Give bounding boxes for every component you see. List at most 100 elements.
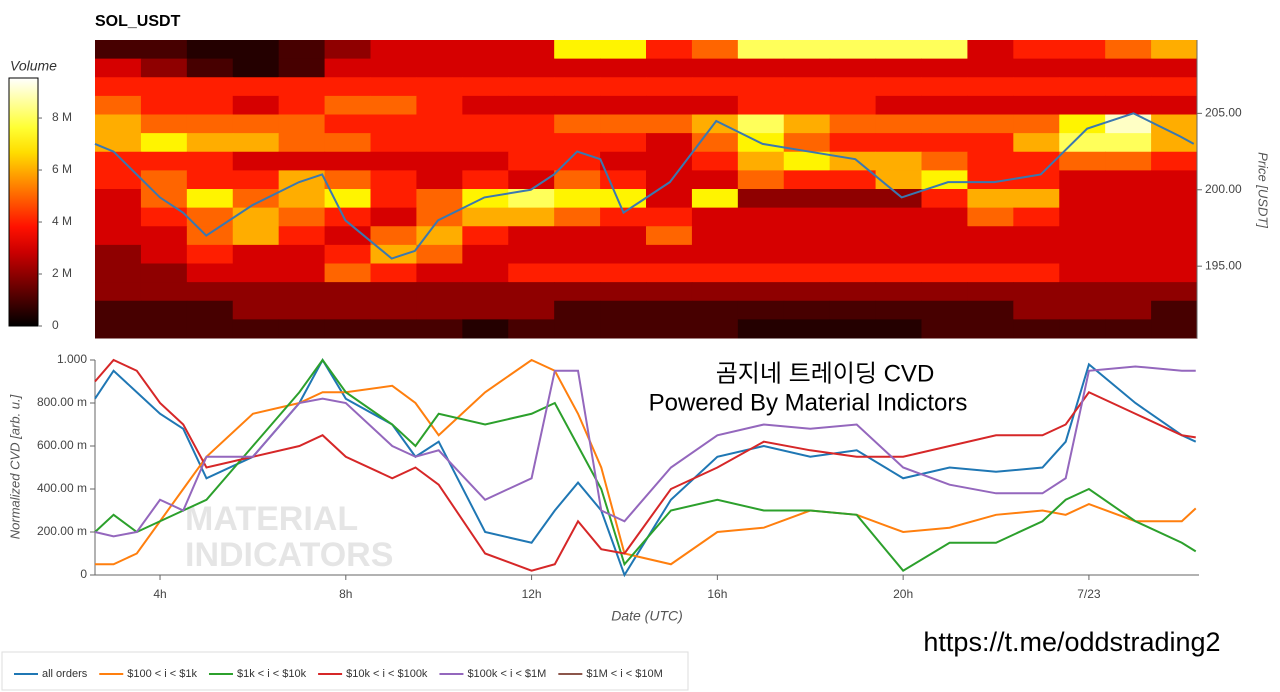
heatmap-cell — [278, 244, 326, 264]
heatmap-cell — [1059, 189, 1106, 209]
heatmap-cell — [370, 282, 417, 302]
heatmap-cell — [508, 40, 555, 60]
heatmap-cell — [95, 207, 142, 227]
heatmap-cell — [1059, 40, 1106, 60]
heatmap-cell — [1059, 77, 1106, 97]
heatmap-cell — [278, 151, 326, 171]
heatmap-cell — [186, 244, 234, 264]
heatmap-cell — [921, 207, 968, 227]
heatmap-cell — [462, 263, 509, 283]
heatmap-cell — [783, 226, 831, 246]
heatmap-cell — [278, 170, 326, 190]
heatmap-cell — [95, 95, 142, 115]
heatmap-cell — [140, 133, 188, 153]
heatmap-cell — [462, 40, 509, 60]
heatmap-cell — [1059, 207, 1106, 227]
heatmap-cell — [508, 189, 555, 209]
heatmap-cell — [95, 58, 142, 78]
heatmap-cell — [1059, 95, 1106, 115]
heatmap-cell — [829, 40, 877, 60]
heatmap-cell — [967, 244, 1014, 264]
heatmap-cell — [783, 282, 831, 302]
heatmap-cell — [370, 319, 417, 339]
heatmap-cell — [324, 282, 371, 302]
x-tick-label: 16h — [707, 587, 727, 601]
heatmap-cell — [921, 151, 968, 171]
heatmap-cell — [186, 207, 234, 227]
heatmap-cell — [186, 58, 234, 78]
heatmap-cell — [1105, 207, 1152, 227]
x-axis-label: Date (UTC) — [611, 608, 683, 624]
y-tick-label: 600.00 m — [37, 438, 87, 452]
heatmap-cell — [232, 170, 280, 190]
heatmap-cell — [140, 58, 188, 78]
heatmap-cell — [1105, 300, 1152, 320]
heatmap-cell — [1105, 40, 1152, 60]
heatmap-cell — [140, 263, 188, 283]
heatmap-cell — [829, 282, 877, 302]
heatmap-cell — [600, 114, 647, 134]
heatmap-cell — [324, 133, 371, 153]
heatmap-cell — [370, 77, 417, 97]
heatmap-cell — [416, 58, 463, 78]
heatmap-cell — [324, 40, 371, 60]
heatmap-cell — [921, 263, 968, 283]
heatmap-cell — [232, 207, 280, 227]
heatmap-cell — [140, 244, 188, 264]
heatmap-cell — [1013, 282, 1060, 302]
chart-title: SOL_USDT — [95, 13, 181, 30]
heatmap-cell — [1059, 244, 1106, 264]
heatmap-cell — [1105, 77, 1152, 97]
heatmap-cell — [95, 319, 142, 339]
heatmap-cell — [737, 207, 785, 227]
heatmap-cell — [829, 207, 877, 227]
heatmap-cell — [232, 151, 280, 171]
heatmap-cell — [462, 58, 509, 78]
heatmap-cell — [370, 95, 417, 115]
heatmap-cell — [967, 207, 1014, 227]
heatmap-cell — [1059, 133, 1106, 153]
heatmap-cell — [508, 170, 555, 190]
legend-box — [1, 651, 689, 691]
heatmap-cell — [232, 263, 280, 283]
heatmap-cell — [921, 95, 968, 115]
heatmap-cell — [554, 244, 601, 264]
x-tick-label: 4h — [153, 587, 166, 601]
heatmap-cell — [875, 207, 922, 227]
heatmap-cell — [600, 226, 647, 246]
heatmap-cell — [600, 300, 647, 320]
heatmap-cell — [783, 77, 831, 97]
heatmap-cell — [554, 95, 601, 115]
heatmap-cell — [462, 282, 509, 302]
heatmap-cell — [921, 170, 968, 190]
heatmap-cell — [416, 319, 463, 339]
heatmap-cell — [278, 300, 326, 320]
heatmap-cell — [508, 282, 555, 302]
heatmap-cell — [416, 114, 463, 134]
heatmap-cell — [829, 263, 877, 283]
heatmap-cell — [783, 170, 831, 190]
heatmap-cell — [554, 114, 601, 134]
legend-label: $10k < i < $100k — [346, 668, 428, 680]
x-tick-label: 20h — [893, 587, 913, 601]
heatmap-cell — [1013, 58, 1060, 78]
heatmap-cell — [646, 95, 693, 115]
heatmap-cell — [967, 114, 1014, 134]
heatmap-cell — [186, 300, 234, 320]
heatmap-cell — [646, 319, 693, 339]
heatmap-cell — [1105, 282, 1152, 302]
y-tick-label: 200.00 m — [37, 524, 87, 538]
heatmap-cell — [600, 189, 647, 209]
heatmap-cell — [691, 189, 739, 209]
heatmap-cell — [416, 244, 463, 264]
heatmap-cell — [462, 207, 509, 227]
heatmap-cell — [1059, 226, 1106, 246]
heatmap-cell — [783, 58, 831, 78]
heatmap-cell — [554, 58, 601, 78]
heatmap-cell — [1059, 58, 1106, 78]
heatmap-cell — [278, 77, 326, 97]
heatmap-cell — [783, 95, 831, 115]
heatmap-cell — [232, 95, 280, 115]
heatmap-cell — [921, 114, 968, 134]
heatmap-cell — [508, 58, 555, 78]
